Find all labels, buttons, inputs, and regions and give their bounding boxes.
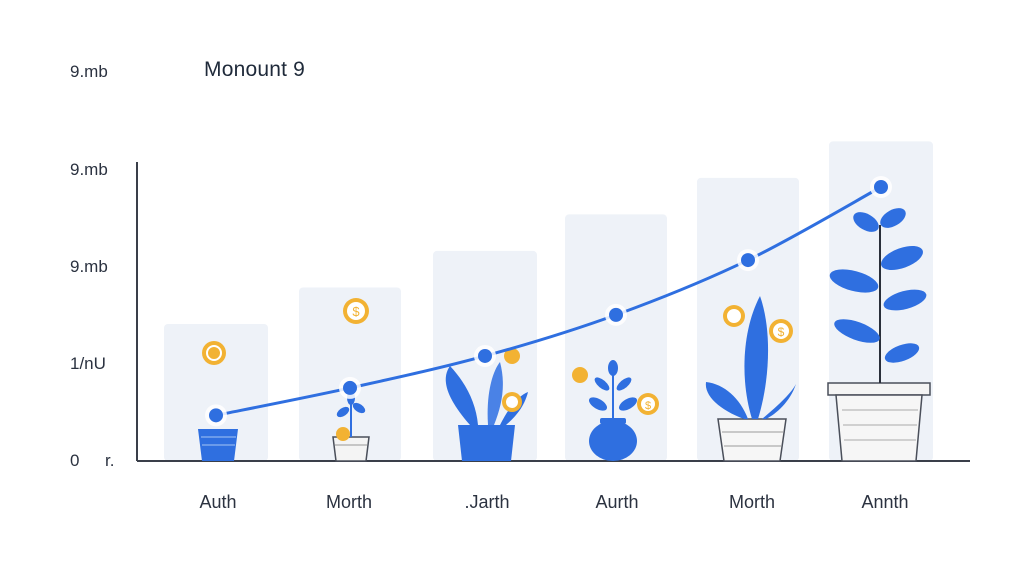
coin-dollar-icon	[502, 348, 522, 412]
y-tick-label: 9.mb	[70, 160, 108, 179]
coin-dollar-icon	[336, 427, 350, 441]
data-point	[609, 307, 623, 322]
y-tick-label: 0	[70, 451, 80, 470]
x-tick-label: Auth	[199, 492, 237, 512]
x-tick-label: .Jarth	[464, 492, 510, 512]
sprout-plant-icon	[588, 360, 638, 461]
background-bar	[299, 287, 401, 461]
x-tick-label: Morth	[325, 492, 372, 512]
svg-text:$: $	[352, 304, 360, 319]
svg-text:$: $	[645, 400, 651, 412]
series-line	[214, 185, 883, 417]
background-bar	[164, 324, 268, 461]
coin-dollar-icon: $	[572, 367, 659, 415]
data-point	[209, 408, 223, 423]
coin-dollar-icon	[202, 341, 226, 365]
sprout-plant-icon	[332, 391, 370, 462]
x-tick-label: Annth	[861, 492, 909, 512]
y-tick-label: 9.mb	[70, 62, 108, 81]
y-tick-suffix: r.	[105, 451, 115, 470]
x-tick-label: Morth	[728, 492, 775, 512]
data-point	[741, 253, 755, 268]
sprout-plant-icon	[827, 208, 931, 462]
sprout-plant-icon	[705, 296, 796, 462]
data-point	[478, 348, 492, 363]
x-tick-label: Aurth	[595, 492, 639, 512]
flower-pot-icon	[198, 429, 238, 461]
y-tick-label: 1/nU	[70, 354, 106, 373]
data-point	[343, 380, 357, 395]
chart-title: Monount 9	[204, 58, 306, 81]
data-point	[874, 180, 888, 194]
coin-dollar-icon: $	[343, 298, 369, 324]
coin-dollar-icon: $	[723, 305, 793, 343]
y-tick-label: 9.mb	[70, 257, 108, 276]
svg-text:$: $	[778, 325, 785, 339]
